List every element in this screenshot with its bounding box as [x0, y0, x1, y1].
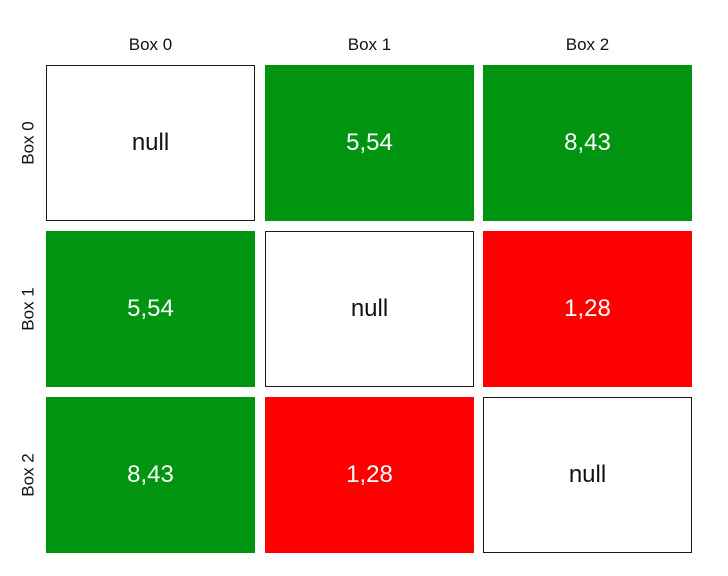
matrix-cell-2-2: null — [483, 397, 692, 553]
matrix-cell-2-0: 8,43 — [46, 397, 255, 553]
matrix-cell-1-0: 5,54 — [46, 231, 255, 387]
column-header-box-1: Box 1 — [347, 35, 392, 54]
matrix-cell-1-2: 1,28 — [483, 231, 692, 387]
row-header-box-0: Box 0 — [14, 65, 44, 221]
row-header-box-2: Box 2 — [14, 397, 44, 553]
matrix-cell-0-1: 5,54 — [265, 65, 474, 221]
row-header-label: Box 2 — [19, 453, 39, 497]
row-header-box-1: Box 1 — [14, 231, 44, 387]
matrix-cell-0-2: 8,43 — [483, 65, 692, 221]
matrix-cell-0-0: null — [46, 65, 255, 221]
column-header-box-2: Box 2 — [565, 35, 610, 54]
matrix-cell-1-1: null — [265, 231, 474, 387]
matrix-cell-2-1: 1,28 — [265, 397, 474, 553]
row-header-label: Box 1 — [19, 287, 39, 331]
column-header-box-0: Box 0 — [128, 35, 173, 54]
row-header-label: Box 0 — [19, 121, 39, 165]
